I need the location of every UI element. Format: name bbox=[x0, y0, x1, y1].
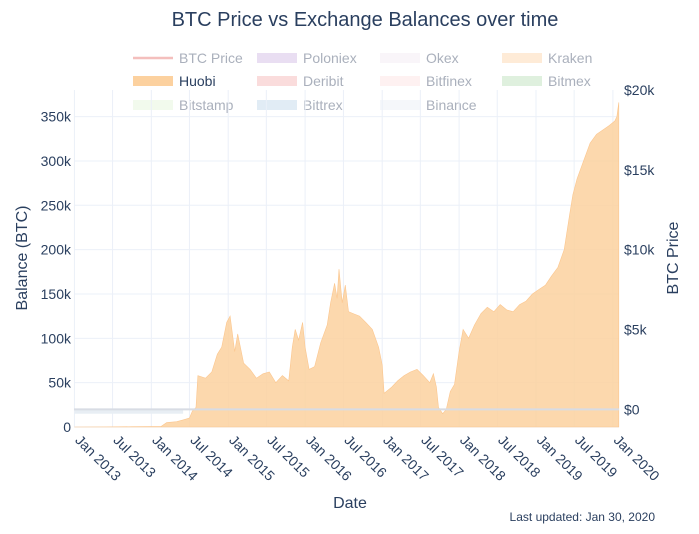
legend-swatch[interactable] bbox=[133, 100, 173, 110]
x-axis-label: Date bbox=[333, 495, 367, 512]
legend-swatch[interactable] bbox=[380, 53, 420, 63]
legend-label[interactable]: BTC Price bbox=[179, 50, 243, 66]
y2-axis: $0 $5k $10k $15k $20k bbox=[624, 82, 655, 417]
y-axis-label: Balance (BTC) bbox=[14, 206, 31, 311]
x-tick-label: Jan 2020 bbox=[611, 432, 663, 484]
legend-swatch[interactable] bbox=[257, 53, 297, 63]
legend-label[interactable]: Bitstamp bbox=[179, 97, 234, 113]
legend-label[interactable]: Bittrex bbox=[303, 97, 343, 113]
y-tick-label: 50k bbox=[48, 375, 72, 391]
y2-tick-label: $5k bbox=[624, 322, 648, 338]
y-tick-label: 0 bbox=[63, 419, 71, 435]
y2-axis-label: BTC Price bbox=[665, 221, 682, 294]
series-huobi-area bbox=[74, 102, 620, 428]
legend-swatch[interactable] bbox=[380, 76, 420, 86]
y2-tick-label: $15k bbox=[624, 162, 655, 178]
y2-tick-label: $0 bbox=[624, 401, 640, 417]
legend-label[interactable]: Poloniex bbox=[303, 50, 357, 66]
legend-swatch[interactable] bbox=[502, 76, 542, 86]
y-tick-label: 350k bbox=[41, 109, 72, 125]
series-binance-band bbox=[74, 409, 184, 414]
y-tick-label: 150k bbox=[41, 286, 72, 302]
y-axis: 0 50k 100k 150k 200k 250k 300k 350k bbox=[41, 109, 72, 435]
legend-label[interactable]: Deribit bbox=[303, 73, 344, 89]
plot-area bbox=[74, 102, 620, 428]
legend-label[interactable]: Bitmex bbox=[548, 73, 591, 89]
legend-swatch[interactable] bbox=[380, 100, 420, 110]
legend-label[interactable]: Bitfinex bbox=[426, 73, 472, 89]
y-tick-label: 200k bbox=[41, 242, 72, 258]
legend-swatch[interactable] bbox=[133, 76, 173, 86]
legend-label[interactable]: Binance bbox=[426, 97, 477, 113]
y-tick-label: 250k bbox=[41, 197, 72, 213]
y-tick-label: 300k bbox=[41, 153, 72, 169]
y2-tick-label: $20k bbox=[624, 82, 655, 98]
y2-tick-label: $10k bbox=[624, 242, 655, 258]
legend-label[interactable]: Okex bbox=[426, 50, 459, 66]
legend-label[interactable]: Huobi bbox=[179, 73, 216, 89]
legend-swatch[interactable] bbox=[257, 76, 297, 86]
last-updated-note: Last updated: Jan 30, 2020 bbox=[510, 510, 656, 524]
chart-title: BTC Price vs Exchange Balances over time bbox=[172, 9, 559, 31]
y-tick-label: 100k bbox=[41, 330, 72, 346]
legend-swatch[interactable] bbox=[257, 100, 297, 110]
legend: BTC Price Poloniex Okex Kraken Huobi Deribit B… bbox=[133, 50, 592, 113]
legend-swatch[interactable] bbox=[502, 53, 542, 63]
legend-label[interactable]: Kraken bbox=[548, 50, 592, 66]
